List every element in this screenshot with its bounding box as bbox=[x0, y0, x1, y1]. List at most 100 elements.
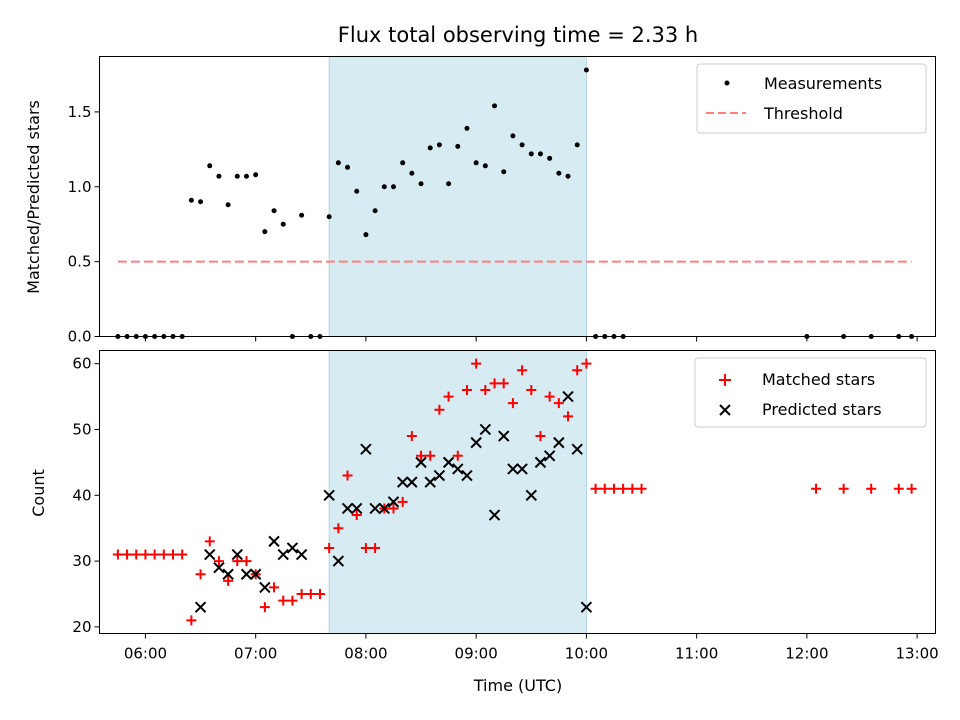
measurement-point bbox=[271, 208, 277, 214]
predicted-star-point bbox=[534, 456, 547, 469]
predicted-star-point bbox=[249, 568, 262, 580]
predicted-star-point bbox=[498, 430, 510, 442]
matched-star-point bbox=[425, 450, 436, 461]
matched-star-point bbox=[122, 549, 133, 560]
predicted-star-point bbox=[442, 456, 455, 469]
matched-star-point bbox=[388, 503, 399, 514]
matched-star-point bbox=[811, 483, 822, 494]
matched-star-point bbox=[599, 483, 610, 494]
measurement-point bbox=[473, 160, 479, 166]
measurement-point bbox=[253, 172, 259, 178]
matched-star-point bbox=[906, 483, 917, 494]
x-tick-label: 11:00 bbox=[675, 645, 718, 663]
measurement-point bbox=[583, 67, 589, 73]
x-tick-label: 13:00 bbox=[896, 645, 939, 663]
matched-star-point bbox=[269, 582, 280, 593]
predicted-star-point bbox=[424, 476, 436, 488]
matched-star-point bbox=[443, 391, 454, 402]
bottom-legend-box bbox=[694, 357, 927, 428]
measurement-point bbox=[207, 163, 213, 169]
matched-star-point bbox=[232, 556, 243, 567]
predicted-star-point bbox=[341, 502, 354, 515]
matched-star-point bbox=[342, 470, 353, 481]
matched-star-point bbox=[434, 404, 445, 415]
predicted-star-point bbox=[323, 489, 335, 501]
y-tick-label: 30 bbox=[72, 552, 91, 570]
predicted-star-point bbox=[277, 548, 289, 561]
measurement-point bbox=[262, 229, 268, 235]
matched-star-point bbox=[259, 602, 270, 613]
matched-star-point bbox=[507, 398, 518, 409]
predicted-star-point bbox=[580, 601, 593, 613]
matched-star-point bbox=[498, 378, 509, 389]
predicted-star-point bbox=[295, 548, 308, 561]
measurement-point bbox=[400, 160, 406, 166]
y-tick-label: 40 bbox=[72, 486, 91, 504]
measurement-point bbox=[188, 197, 194, 203]
matched-star-point bbox=[489, 378, 500, 389]
matched-star-point bbox=[397, 496, 408, 507]
top-axes-frame bbox=[99, 56, 936, 337]
measurement-point bbox=[528, 151, 534, 157]
matched-star-point bbox=[608, 483, 619, 494]
matched-star-point bbox=[452, 450, 463, 461]
matched-star-point bbox=[563, 411, 574, 422]
legend-threshold-label: Threshold bbox=[763, 104, 843, 123]
measurement-point bbox=[436, 142, 442, 148]
predicted-star-point bbox=[204, 548, 216, 561]
predicted-star-point bbox=[194, 601, 207, 613]
matched-star-point bbox=[581, 358, 592, 369]
legend-measurements-marker bbox=[724, 80, 730, 86]
predicted-star-point bbox=[479, 423, 492, 436]
matched-star-point bbox=[186, 615, 197, 626]
x-tick-label: 12:00 bbox=[785, 645, 828, 663]
measurement-point bbox=[326, 214, 332, 220]
matched-star-point bbox=[553, 398, 564, 409]
predicted-star-point bbox=[516, 463, 528, 475]
matched-star-point bbox=[471, 358, 482, 369]
measurement-point bbox=[574, 142, 580, 148]
measurement-point bbox=[354, 188, 360, 194]
matched-star-point bbox=[213, 556, 224, 567]
y-tick-label: 20 bbox=[72, 618, 91, 636]
measurement-point bbox=[418, 181, 424, 187]
predicted-star-point bbox=[543, 450, 556, 462]
matched-star-point bbox=[112, 549, 123, 560]
measurement-point bbox=[390, 184, 396, 190]
matched-star-point bbox=[333, 523, 344, 534]
predicted-star-point bbox=[286, 542, 299, 554]
predicted-star-point bbox=[562, 390, 574, 403]
y-tick-label: 50 bbox=[72, 420, 91, 438]
matched-star-point bbox=[526, 384, 537, 395]
matched-star-point bbox=[544, 391, 555, 402]
measurement-point bbox=[363, 232, 369, 238]
predicted-star-point bbox=[553, 436, 565, 449]
measurement-point bbox=[198, 199, 204, 205]
top-panel: 0.0 0.5 1.0 1.5 Matched/Predicted stars Mea… bbox=[24, 56, 936, 346]
x-tick-label: 07:00 bbox=[234, 645, 277, 663]
predicted-star-point bbox=[415, 456, 427, 469]
predicted-star-point bbox=[461, 469, 473, 482]
x-tick-label: 08:00 bbox=[344, 645, 387, 663]
measurement-point bbox=[234, 173, 240, 179]
predicted-star-point bbox=[378, 502, 390, 515]
predicted-star-point bbox=[231, 548, 244, 561]
matched-star-point bbox=[195, 569, 206, 580]
measurement-point bbox=[501, 169, 507, 175]
predicted-star-point bbox=[452, 463, 464, 475]
predicted-star-point bbox=[396, 476, 409, 488]
predicted-star-point bbox=[488, 509, 501, 521]
measurement-point bbox=[280, 221, 286, 227]
top-legend-box bbox=[696, 63, 927, 134]
measurement-point bbox=[565, 173, 571, 179]
matched-star-point bbox=[223, 575, 234, 586]
measurement-point bbox=[216, 173, 222, 179]
matched-star-point bbox=[572, 365, 583, 376]
predicted-star-point bbox=[406, 476, 418, 488]
legend-matched-label: Matched stars bbox=[762, 370, 875, 389]
matched-star-point bbox=[351, 510, 362, 521]
y-tick-label: 1.5 bbox=[68, 103, 92, 121]
x-tick-label: 09:00 bbox=[455, 645, 498, 663]
matched-star-point bbox=[287, 595, 298, 606]
